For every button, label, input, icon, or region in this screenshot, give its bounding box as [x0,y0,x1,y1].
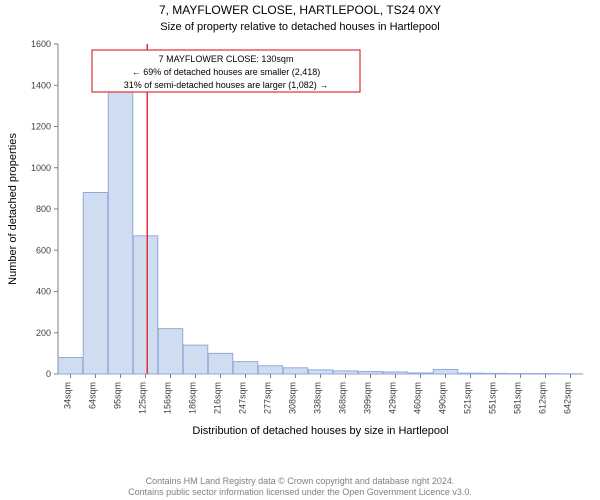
x-tick-label: 429sqm [388,382,398,414]
y-tick-label: 800 [36,204,51,214]
y-tick-label: 1400 [31,80,51,90]
histogram-bar [183,345,208,374]
histogram-bar [208,353,233,374]
histogram-bar [433,369,458,374]
x-tick-label: 64sqm [88,382,98,409]
histogram-bar [158,329,183,374]
x-tick-label: 460sqm [413,382,423,414]
histogram-bar [383,372,408,374]
histogram-bar [408,373,433,374]
histogram-bar [333,371,358,374]
y-tick-label: 1000 [31,163,51,173]
histogram-bar [233,362,258,374]
y-axis-label: Number of detached properties [7,133,19,285]
histogram-bar [308,370,333,374]
x-tick-label: 247sqm [238,382,248,414]
x-tick-label: 216sqm [213,382,223,414]
histogram-bar [108,89,133,374]
x-tick-label: 490sqm [438,382,448,414]
y-tick-label: 400 [36,287,51,297]
chart-title-line2: Size of property relative to detached ho… [160,21,439,33]
histogram-bar [358,372,383,374]
histogram-chart: 7, MAYFLOWER CLOSE, HARTLEPOOL, TS24 0XY… [0,0,600,470]
histogram-bar [133,236,158,374]
footer-line1: Contains HM Land Registry data © Crown c… [0,476,600,487]
footer-line2: Contains public sector information licen… [0,487,600,498]
histogram-bar [258,366,283,374]
histogram-bar [58,358,83,375]
footer-attribution: Contains HM Land Registry data © Crown c… [0,476,600,498]
x-tick-label: 277sqm [263,382,273,414]
x-tick-label: 521sqm [463,382,473,414]
y-tick-label: 0 [46,369,51,379]
histogram-bar [483,373,508,374]
y-tick-label: 1600 [31,39,51,49]
x-tick-label: 612sqm [538,382,548,414]
x-tick-label: 551sqm [488,382,498,414]
annotation-line2: ← 69% of detached houses are smaller (2,… [132,67,321,77]
x-axis-label: Distribution of detached houses by size … [192,425,448,437]
annotation-line1: 7 MAYFLOWER CLOSE: 130sqm [159,54,294,64]
x-tick-label: 581sqm [513,382,523,414]
x-tick-label: 156sqm [163,382,173,414]
x-tick-label: 338sqm [313,382,323,414]
x-tick-label: 95sqm [113,382,123,409]
y-tick-label: 1200 [31,122,51,132]
x-tick-label: 186sqm [188,382,198,414]
annotation-line3: 31% of semi-detached houses are larger (… [124,80,329,90]
chart-container: 7, MAYFLOWER CLOSE, HARTLEPOOL, TS24 0XY… [0,0,600,500]
histogram-bar [283,368,308,374]
x-tick-label: 399sqm [363,382,373,414]
x-tick-label: 642sqm [563,382,573,414]
histogram-bar [458,373,483,374]
chart-title-line1: 7, MAYFLOWER CLOSE, HARTLEPOOL, TS24 0XY [159,3,441,17]
y-tick-label: 200 [36,328,51,338]
y-tick-label: 600 [36,245,51,255]
x-tick-label: 34sqm [63,382,73,409]
histogram-bar [83,193,108,375]
x-tick-label: 308sqm [288,382,298,414]
x-tick-label: 368sqm [338,382,348,414]
x-tick-label: 125sqm [138,382,148,414]
